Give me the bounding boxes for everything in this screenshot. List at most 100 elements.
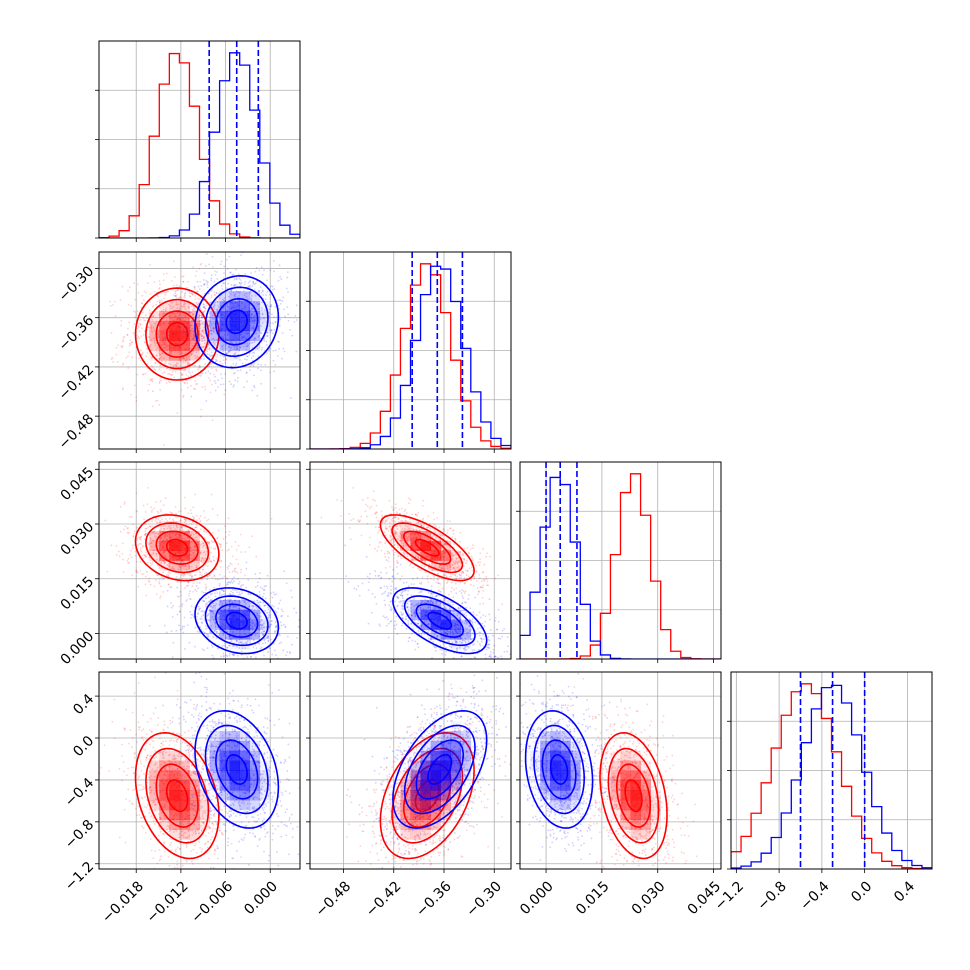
contour [415,603,465,638]
y-tick-label: −0.42 [56,362,98,404]
histogram-panel-0 [95,40,301,242]
x-tick-label: −0.8 [755,878,790,913]
panel-frame [309,461,512,660]
contours-series-1 [392,587,488,655]
contour [392,587,488,655]
x-tick-label: 0.000 [241,878,281,918]
panel-frame [98,251,301,450]
x-tick-label: 0.0 [848,878,875,905]
density-series-1 [530,721,581,811]
panel-frame [519,671,722,870]
contour [165,321,189,347]
y-tick-label: 0.4 [70,691,97,718]
x-tick-label: −0.012 [144,878,192,926]
contour [194,709,280,829]
contours-series-1 [392,709,488,829]
contour [194,587,280,655]
contour [607,747,660,844]
contour [145,522,210,574]
x-tick-label: −0.48 [313,878,355,920]
contour [549,754,569,785]
y-tick-label: 0.045 [58,464,98,504]
contours-series-0 [134,514,220,582]
panel-frame [309,671,512,870]
scatter-panel-2-0: 0.000 0.015 0.030 0.045 [58,461,301,668]
contour [134,731,220,860]
scatter-panel-3-2: 0.000 0.015 0.030 0.045 [516,671,724,918]
contour [392,709,488,829]
contour [215,603,259,638]
contour [215,739,259,800]
contour [194,274,280,369]
contour [379,731,475,860]
contour [225,611,248,630]
contour [403,595,476,647]
contour [215,297,259,346]
density-series-1 [209,291,271,361]
y-tick-label: −0.48 [56,411,98,453]
scatter-panel-1-0: −0.48 −0.42 −0.36 −0.30 [56,251,301,453]
histogram-series-1 [520,476,721,659]
y-tick-label: 0.015 [58,574,98,614]
contour [624,779,643,813]
contours-series-0 [134,731,220,860]
x-tick-label: −0.018 [99,878,147,926]
contours-series-1 [194,709,280,829]
contours-series-1 [194,587,280,655]
contour [427,754,453,785]
contour [524,709,594,829]
x-tick-label: −0.30 [463,878,505,920]
y-tick-label: 0.030 [58,519,98,559]
contours-series-0 [134,287,220,381]
contour [391,522,464,574]
contour [427,611,453,630]
contour [379,514,475,582]
contour [403,724,476,815]
contour [134,287,220,381]
contour [225,754,248,785]
scatter-panel-3-0: −0.018−0.012−0.006 0.000 −1.2 −0.8 −0.4 0.0 0.… [62,671,301,926]
y-tick-label: 0.000 [58,628,98,668]
histogram-series-0 [731,683,932,869]
contour [134,514,220,582]
contour [402,530,452,565]
contour [599,731,668,860]
contour [414,538,440,557]
histogram-series-1 [731,684,932,869]
contour [145,298,210,370]
contours-series-1 [524,709,594,829]
panel-frame [98,671,301,870]
contour [615,763,652,828]
contour [204,286,269,358]
y-tick-label: 0.0 [70,733,97,760]
contour [541,739,577,800]
x-tick-label: 0.4 [891,878,918,905]
x-tick-label: 0.015 [573,878,613,918]
scatter-panel-3-1: −0.48 −0.42 −0.36 −0.30 [306,671,512,920]
contour [165,538,189,557]
contour [155,763,199,828]
x-tick-label: 0.000 [517,878,557,918]
contour [204,595,269,647]
contours-series-0 [599,731,668,860]
y-tick-label: −0.36 [56,313,98,355]
scatter-panel-2-1 [306,461,512,663]
panel-background [99,462,300,659]
contour [533,724,586,815]
histogram-panel-2 [516,461,722,663]
x-tick-label: −0.42 [363,878,405,920]
histogram-panel-3: −1.2 −0.8 −0.4 0.0 0.4 [712,671,933,914]
contour [145,747,210,844]
panel-frame [98,461,301,660]
contour [155,310,199,358]
contour [155,530,199,565]
x-tick-label: −0.4 [797,878,832,913]
x-tick-label: −0.006 [188,878,236,926]
contour [165,779,189,813]
contour [204,724,269,815]
contour [415,739,465,800]
histogram-panel-1 [306,251,512,453]
contour [225,309,248,335]
y-tick-label: −0.30 [56,263,98,305]
